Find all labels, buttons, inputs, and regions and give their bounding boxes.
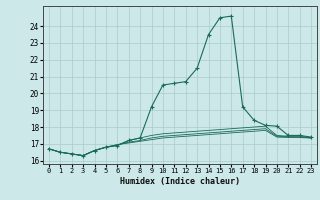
X-axis label: Humidex (Indice chaleur): Humidex (Indice chaleur) (120, 177, 240, 186)
